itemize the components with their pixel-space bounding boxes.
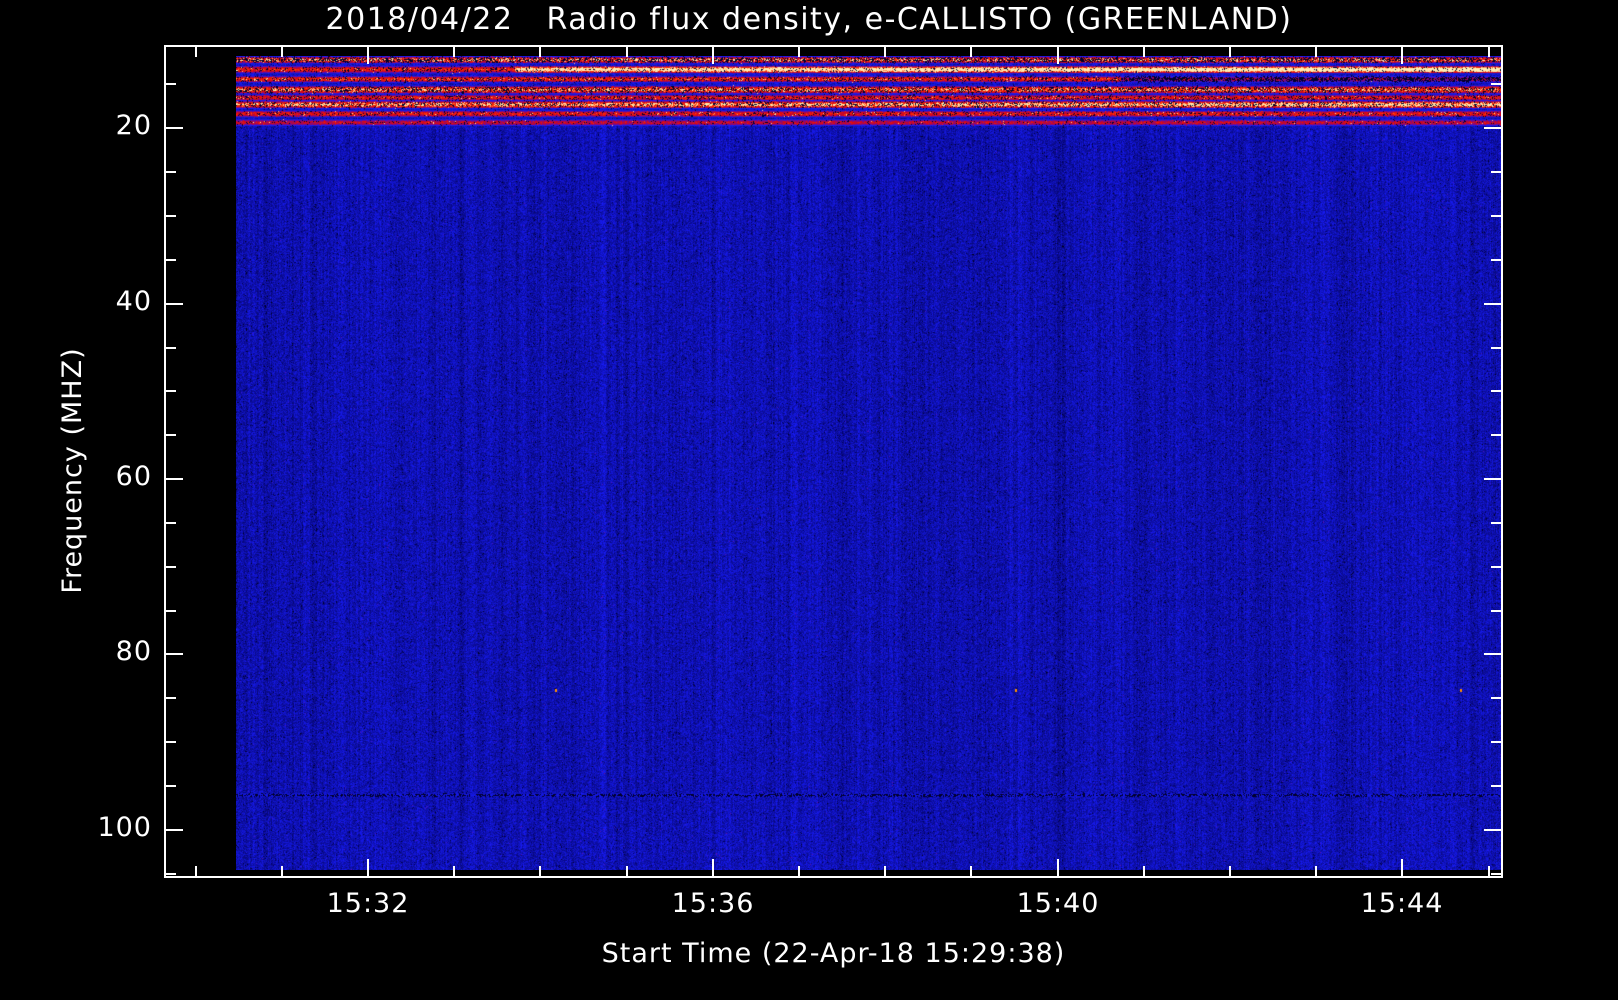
y-tick-label-100: 100 xyxy=(97,812,152,843)
y-tick-minor-35 xyxy=(166,259,176,261)
x-tick-minor-55800 xyxy=(195,866,197,876)
x-tick-minor-55980 xyxy=(453,866,455,876)
y-tick-major-60 xyxy=(166,478,183,480)
y-tick-minor-30 xyxy=(166,215,176,217)
y-tick-label-60: 60 xyxy=(115,461,152,492)
y-axis-title: Frequency (MHZ) xyxy=(57,347,88,594)
y-tick-minor-right-55 xyxy=(1491,434,1501,436)
x-tick-minor-top-56340 xyxy=(970,47,972,57)
x-tick-minor-top-55800 xyxy=(195,47,197,57)
x-tick-minor-56580 xyxy=(1315,866,1317,876)
y-tick-minor-right-70 xyxy=(1491,566,1501,568)
x-tick-label-15-36: 15:36 xyxy=(671,888,755,919)
x-tick-minor-top-56280 xyxy=(884,47,886,57)
y-tick-minor-right-75 xyxy=(1491,610,1501,612)
y-tick-major-right-40 xyxy=(1484,303,1501,305)
x-tick-minor-top-55980 xyxy=(453,47,455,57)
y-tick-minor-right-35 xyxy=(1491,259,1501,261)
y-tick-minor-70 xyxy=(166,566,176,568)
x-tick-major-56400 xyxy=(1057,859,1059,876)
x-tick-major-top-56160 xyxy=(712,47,714,64)
x-tick-minor-top-56220 xyxy=(798,47,800,57)
x-tick-major-56640 xyxy=(1401,859,1403,876)
y-tick-minor-25 xyxy=(166,171,176,173)
y-tick-major-100 xyxy=(166,829,183,831)
y-tick-major-20 xyxy=(166,127,183,129)
x-tick-minor-top-56460 xyxy=(1143,47,1145,57)
y-tick-major-right-20 xyxy=(1484,127,1501,129)
y-tick-label-40: 40 xyxy=(115,286,152,317)
y-tick-minor-right-65 xyxy=(1491,522,1501,524)
y-tick-minor-right-15 xyxy=(1491,83,1501,85)
x-tick-major-top-56400 xyxy=(1057,47,1059,64)
x-axis-title: Start Time (22-Apr-18 15:29:38) xyxy=(601,938,1066,969)
x-tick-minor-56100 xyxy=(626,866,628,876)
x-tick-label-15-32: 15:32 xyxy=(326,888,410,919)
y-tick-minor-85 xyxy=(166,697,176,699)
x-tick-minor-56460 xyxy=(1143,866,1145,876)
x-tick-minor-top-56580 xyxy=(1315,47,1317,57)
x-tick-minor-top-56040 xyxy=(539,47,541,57)
x-tick-minor-top-55860 xyxy=(281,47,283,57)
y-tick-major-right-60 xyxy=(1484,478,1501,480)
y-tick-minor-90 xyxy=(166,741,176,743)
y-tick-minor-right-90 xyxy=(1491,741,1501,743)
y-tick-minor-95 xyxy=(166,785,176,787)
x-tick-major-55920 xyxy=(367,859,369,876)
x-tick-minor-top-56700 xyxy=(1488,47,1490,57)
y-tick-label-80: 80 xyxy=(115,636,152,667)
spectrogram-image xyxy=(236,56,1501,870)
x-tick-minor-55860 xyxy=(281,866,283,876)
y-tick-minor-right-95 xyxy=(1491,785,1501,787)
x-tick-major-top-56640 xyxy=(1401,47,1403,64)
x-tick-major-top-55920 xyxy=(367,47,369,64)
y-tick-minor-right-50 xyxy=(1491,390,1501,392)
x-tick-minor-56340 xyxy=(970,866,972,876)
x-tick-minor-56700 xyxy=(1488,866,1490,876)
x-tick-minor-56220 xyxy=(798,866,800,876)
x-tick-label-15-40: 15:40 xyxy=(1016,888,1100,919)
page-title: 2018/04/22 Radio flux density, e-CALLIST… xyxy=(325,2,1293,37)
y-tick-minor-105 xyxy=(166,873,176,875)
x-tick-minor-56520 xyxy=(1229,866,1231,876)
y-tick-major-right-100 xyxy=(1484,829,1501,831)
x-tick-label-15-44: 15:44 xyxy=(1360,888,1444,919)
y-tick-minor-65 xyxy=(166,522,176,524)
y-tick-minor-55 xyxy=(166,434,176,436)
x-tick-minor-56040 xyxy=(539,866,541,876)
y-tick-minor-right-25 xyxy=(1491,171,1501,173)
y-tick-minor-15 xyxy=(166,83,176,85)
x-tick-minor-top-56100 xyxy=(626,47,628,57)
x-tick-minor-top-56520 xyxy=(1229,47,1231,57)
x-tick-major-56160 xyxy=(712,859,714,876)
y-tick-major-right-80 xyxy=(1484,653,1501,655)
y-tick-minor-45 xyxy=(166,347,176,349)
y-tick-label-20: 20 xyxy=(115,110,152,141)
y-tick-minor-75 xyxy=(166,610,176,612)
y-tick-minor-right-30 xyxy=(1491,215,1501,217)
y-tick-minor-right-105 xyxy=(1491,873,1501,875)
y-tick-major-40 xyxy=(166,303,183,305)
y-tick-minor-right-85 xyxy=(1491,697,1501,699)
y-tick-minor-50 xyxy=(166,390,176,392)
y-tick-major-80 xyxy=(166,653,183,655)
x-tick-minor-56280 xyxy=(884,866,886,876)
y-tick-minor-right-45 xyxy=(1491,347,1501,349)
